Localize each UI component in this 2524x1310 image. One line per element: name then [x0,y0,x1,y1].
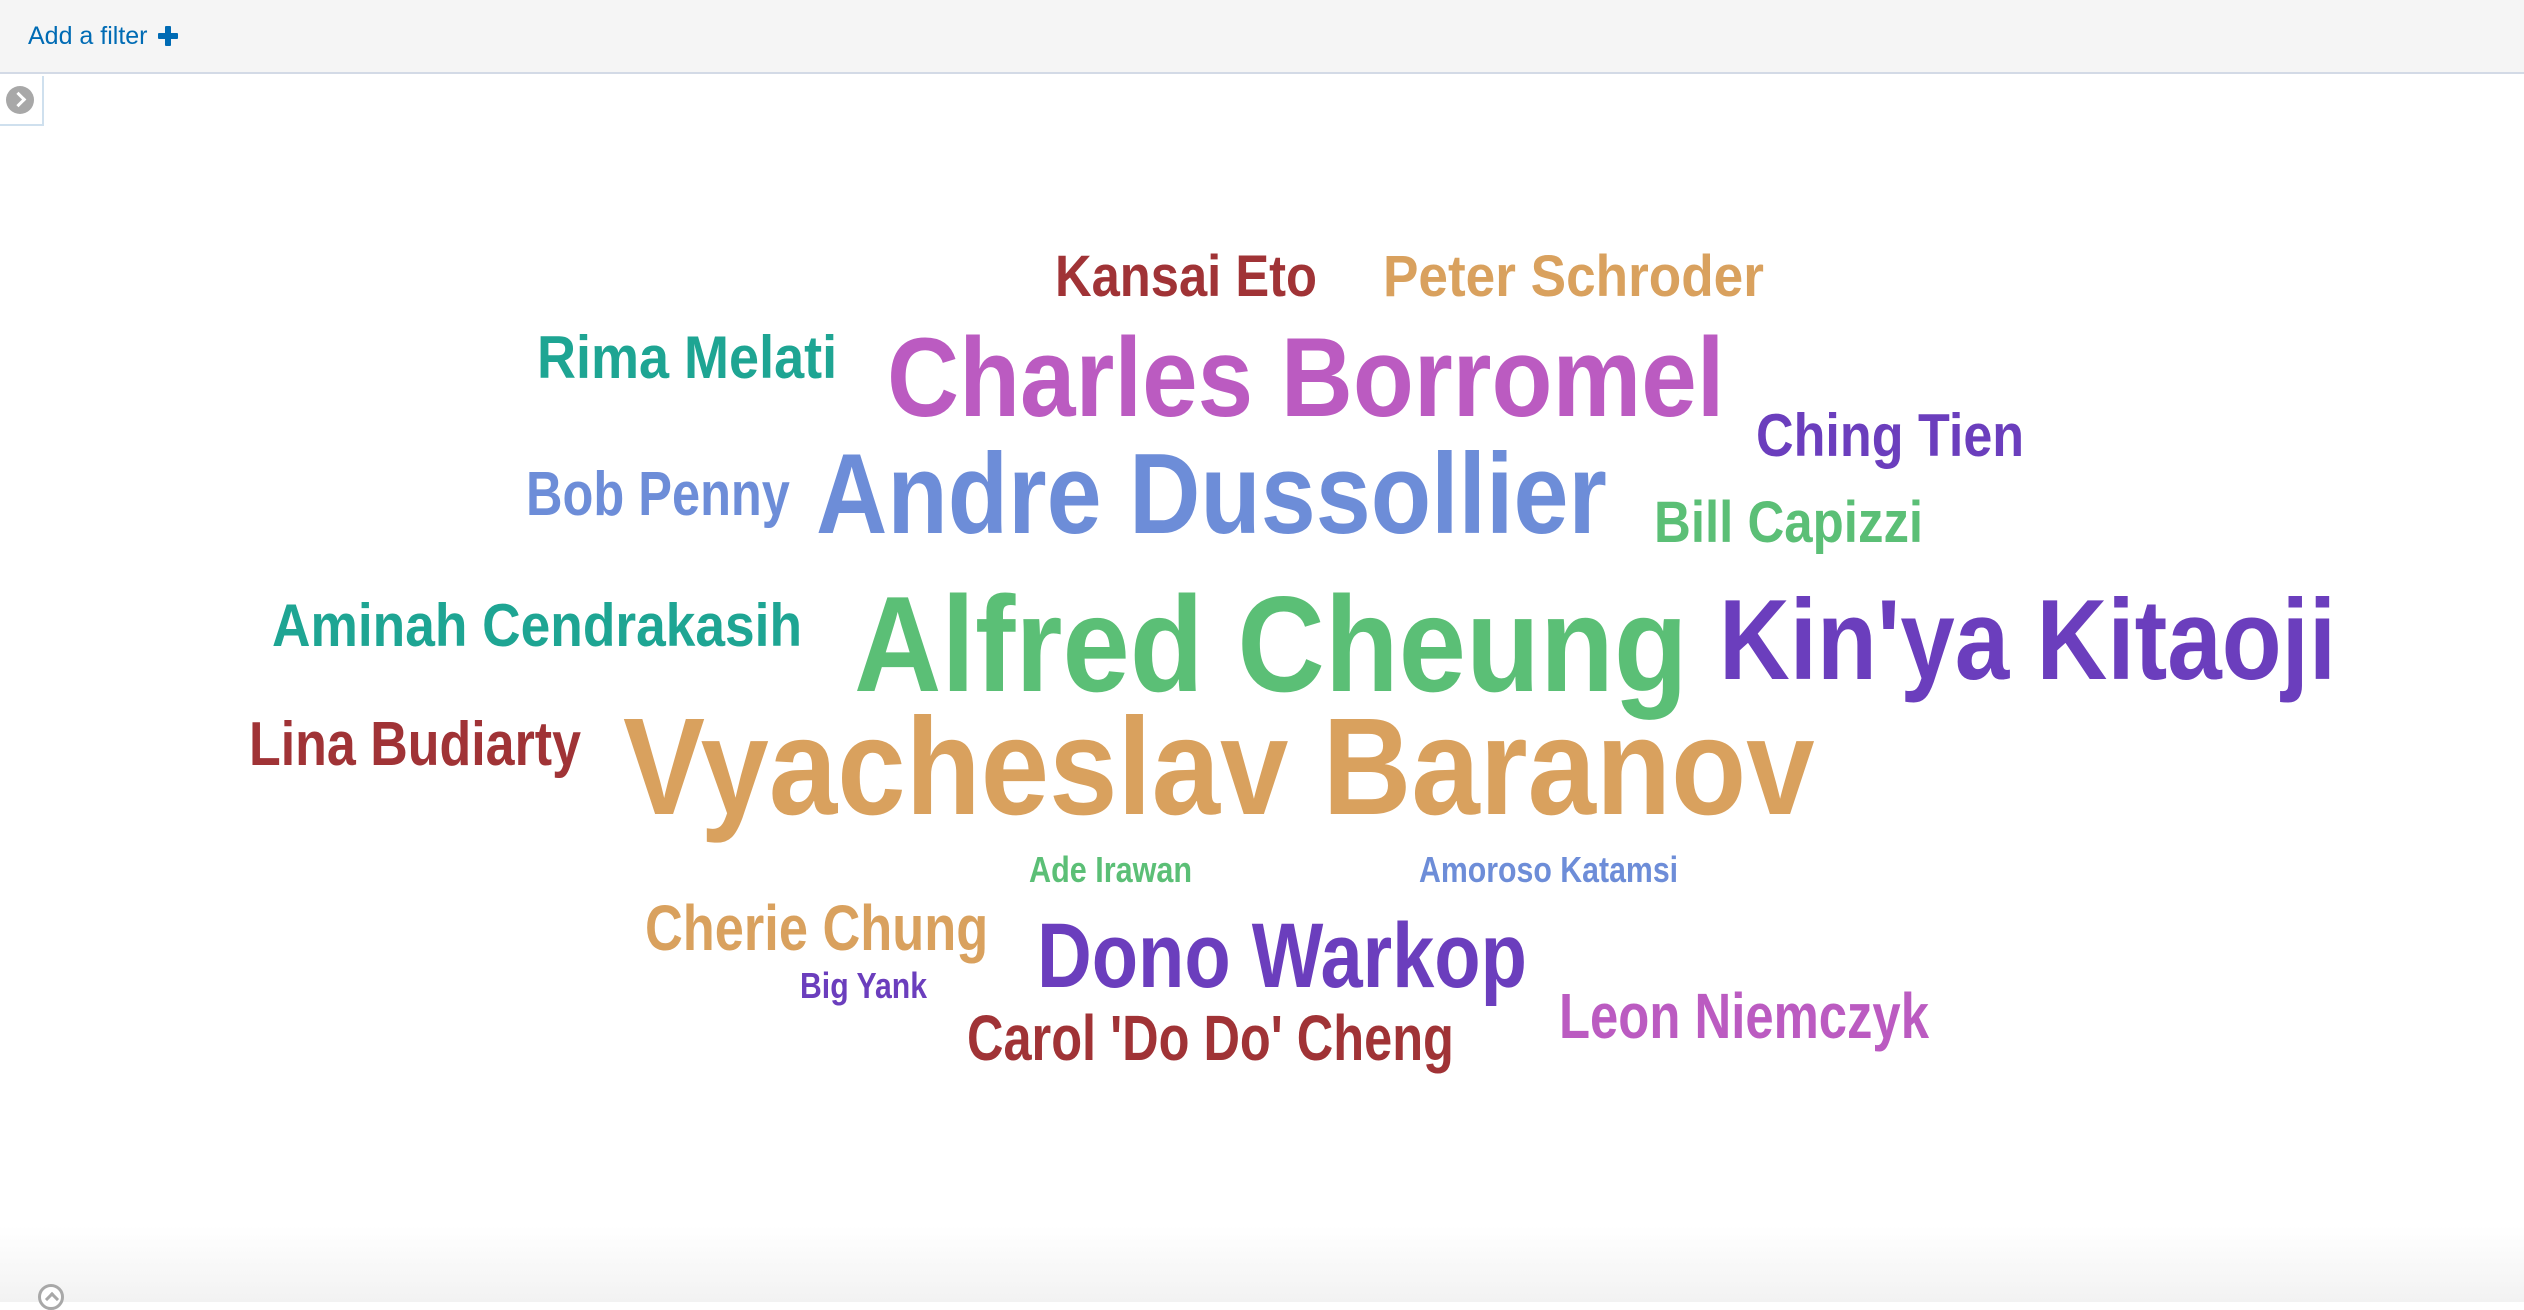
word-cloud-term[interactable]: Rima Melati [537,324,838,391]
word-cloud: Kansai Eto Peter Schroder Rima Melati Charl… [0,76,2524,1226]
word-cloud-term[interactable]: Andre Dussollier [816,431,1607,558]
word-cloud-term[interactable]: Bob Penny [526,460,790,529]
word-cloud-term[interactable]: Carol 'Do Do' Cheng [967,1002,1454,1074]
word-cloud-term[interactable]: Peter Schroder [1383,244,1764,309]
word-cloud-term[interactable]: Leon Niemczyk [1559,980,1929,1052]
add-filter-label: Add a filter [28,22,148,50]
word-cloud-term[interactable]: Amoroso Katamsi [1419,849,1679,890]
word-cloud-term[interactable]: Kansai Eto [1055,244,1317,309]
filter-bar: Add a filter [0,0,2524,74]
word-cloud-term[interactable]: Aminah Cendrakasih [272,592,802,659]
word-cloud-term[interactable]: Charles Borromel [887,315,1725,440]
chevron-right-circle-icon [6,86,34,114]
add-filter-button[interactable]: Add a filter [28,20,178,52]
word-cloud-term[interactable]: Alfred Cheung [854,568,1688,720]
plus-icon [157,26,178,46]
word-cloud-term[interactable]: Big Yank [800,965,928,1006]
word-cloud-term[interactable]: Ching Tien [1756,402,2025,469]
word-cloud-term[interactable]: Vyacheslav Baranov [623,690,1815,844]
word-cloud-term[interactable]: Ade Irawan [1029,849,1193,890]
word-cloud-term[interactable]: Lina Budiarty [249,710,581,779]
sidebar-toggle-button[interactable] [0,76,44,126]
word-cloud-term[interactable]: Dono Warkop [1037,905,1527,1007]
word-cloud-term[interactable]: Bill Capizzi [1654,490,1924,555]
chevron-up-circle-icon[interactable] [38,1284,64,1310]
bottom-panel [0,1226,2524,1302]
word-cloud-term[interactable]: Cherie Chung [645,892,989,964]
word-cloud-term[interactable]: Kin'ya Kitaoji [1719,577,2337,704]
